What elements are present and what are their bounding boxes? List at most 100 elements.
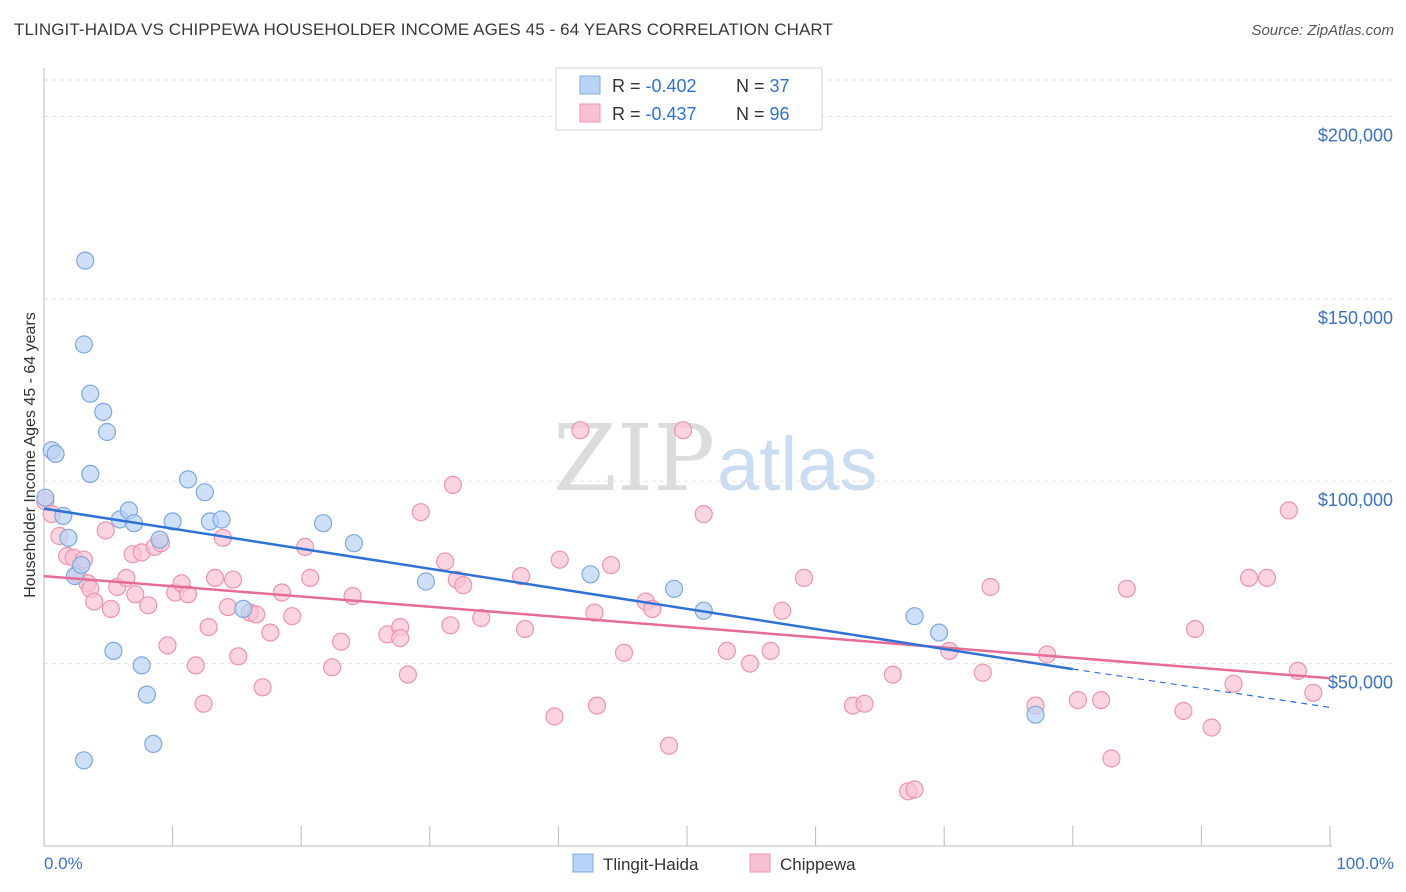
- chippewa-point: [550, 550, 569, 569]
- tlingit-haida-point: [104, 641, 123, 661]
- tlingit-haida-point: [132, 656, 151, 675]
- chippewa-point: [218, 597, 237, 617]
- legend-swatch-chippewa: [579, 103, 601, 123]
- grid-lines: [44, 79, 1394, 665]
- legend-n-label: N =: [736, 76, 770, 96]
- chippewa-trend-line: [43, 574, 1331, 680]
- chippewa-point: [186, 656, 205, 675]
- chippewa-point: [1202, 718, 1221, 737]
- tlingit-haida-point: [81, 384, 100, 403]
- chippewa-point: [673, 421, 693, 440]
- series-legend-label-tlingit-haida: Tlingit-Haida: [603, 855, 699, 874]
- series-legend-swatch-chippewa: [749, 853, 771, 873]
- chippewa-point: [571, 421, 590, 440]
- chippewa-point: [323, 658, 342, 677]
- tlingit-haida-point: [94, 402, 113, 421]
- tlingit-haida-point: [178, 470, 198, 489]
- chippewa-point: [585, 603, 604, 622]
- chippewa-point: [1102, 749, 1121, 768]
- chippewa-point: [398, 665, 417, 684]
- series-legend-label-chippewa: Chippewa: [780, 855, 856, 874]
- tlingit-haida-point: [150, 530, 169, 549]
- source-credit: Source: ZipAtlas.com: [1251, 22, 1394, 39]
- axes: [43, 68, 1332, 847]
- chippewa-point: [199, 617, 218, 637]
- tlingit-haida-point: [581, 565, 600, 584]
- legend-r-label: R =: [612, 104, 646, 124]
- tlingit-haida-point: [97, 422, 117, 442]
- chippewa-point: [883, 665, 902, 684]
- series-legend-swatch-tlingit-haida: [572, 853, 594, 873]
- chippewa-point: [659, 736, 679, 755]
- series-legend: Tlingit-Haida Chippewa: [572, 853, 856, 874]
- legend-n-label: N =: [736, 104, 770, 124]
- chippewa-point: [601, 555, 621, 575]
- tlingit-haida-point: [74, 751, 94, 770]
- watermark-atlas: atlas: [717, 422, 878, 507]
- chippewa-point: [515, 619, 535, 639]
- chippewa-point: [1279, 501, 1298, 520]
- chippewa-point: [740, 654, 760, 673]
- chippewa-point: [1174, 701, 1193, 721]
- x-ticks: [43, 826, 1331, 846]
- tlingit-haida-trend-line: [43, 507, 1073, 671]
- chippewa-point: [101, 599, 121, 619]
- tlingit-haida-point: [344, 534, 363, 553]
- chippewa-point: [1257, 568, 1277, 588]
- chippewa-point: [223, 570, 243, 589]
- chippewa-point: [1185, 619, 1205, 639]
- svg-text:N = 96: N = 96: [736, 104, 790, 124]
- tlingit-haida-point: [36, 488, 55, 507]
- chippewa-point: [855, 694, 874, 713]
- chippewa-point: [454, 576, 473, 595]
- chippewa-point: [139, 596, 158, 615]
- chippewa-point: [301, 568, 320, 588]
- y-axis-label: Householder Income Ages 45 - 64 years: [22, 312, 39, 598]
- chippewa-point: [253, 678, 272, 697]
- chippewa-point: [85, 592, 104, 611]
- chippewa-point: [614, 643, 634, 662]
- chippewa-point: [178, 585, 198, 604]
- tlingit-haida-point: [76, 251, 95, 270]
- tlingit-haida-points: [36, 251, 1045, 770]
- chippewa-point: [545, 707, 564, 726]
- chippewa-point: [411, 503, 430, 522]
- chippewa-point: [296, 537, 315, 557]
- tlingit-haida-point: [81, 464, 100, 483]
- tlingit-haida-point: [905, 607, 924, 626]
- chippewa-point: [229, 647, 248, 666]
- chippewa-point: [283, 607, 302, 626]
- chippewa-point: [443, 475, 462, 494]
- correlation-legend: R = -0.402 N = 37 R = -0.437 N = 96: [555, 67, 823, 131]
- legend-r-label: R =: [612, 76, 646, 96]
- tlingit-haida-point: [314, 514, 333, 533]
- svg-text:R = -0.402: R = -0.402: [612, 76, 697, 96]
- tlingit-haida-point: [74, 335, 94, 354]
- watermark-zip: ZIP: [553, 405, 715, 512]
- chippewa-point: [761, 641, 780, 661]
- y-tick-labels: $50,000 $100,000 $150,000 $200,000: [1318, 125, 1393, 692]
- chippewa-point: [981, 577, 1000, 597]
- trend-lines: [43, 507, 1331, 708]
- tlingit-haida-point: [664, 579, 684, 598]
- tlingit-haida-point: [137, 685, 156, 704]
- y-tick-label: $200,000: [1318, 125, 1393, 145]
- chippewa-point: [332, 632, 351, 651]
- x-tick-label-start: 0.0%: [44, 854, 83, 873]
- chippewa-point: [261, 623, 280, 642]
- chippewa-point: [126, 585, 145, 604]
- chippewa-point: [973, 663, 992, 682]
- tlingit-haida-point: [195, 483, 214, 502]
- chippewa-point: [1091, 690, 1111, 710]
- chippewa-point: [1224, 674, 1243, 693]
- chippewa-point: [1068, 690, 1088, 710]
- svg-text:N = 37: N = 37: [736, 76, 790, 96]
- chippewa-point: [587, 696, 607, 715]
- chippewa-point: [205, 568, 225, 588]
- chippewa-point: [717, 641, 737, 661]
- tlingit-haida-point: [212, 510, 231, 529]
- tlingit-haida-point: [234, 599, 253, 619]
- chippewa-point: [694, 504, 713, 524]
- chippewa-point: [272, 583, 291, 602]
